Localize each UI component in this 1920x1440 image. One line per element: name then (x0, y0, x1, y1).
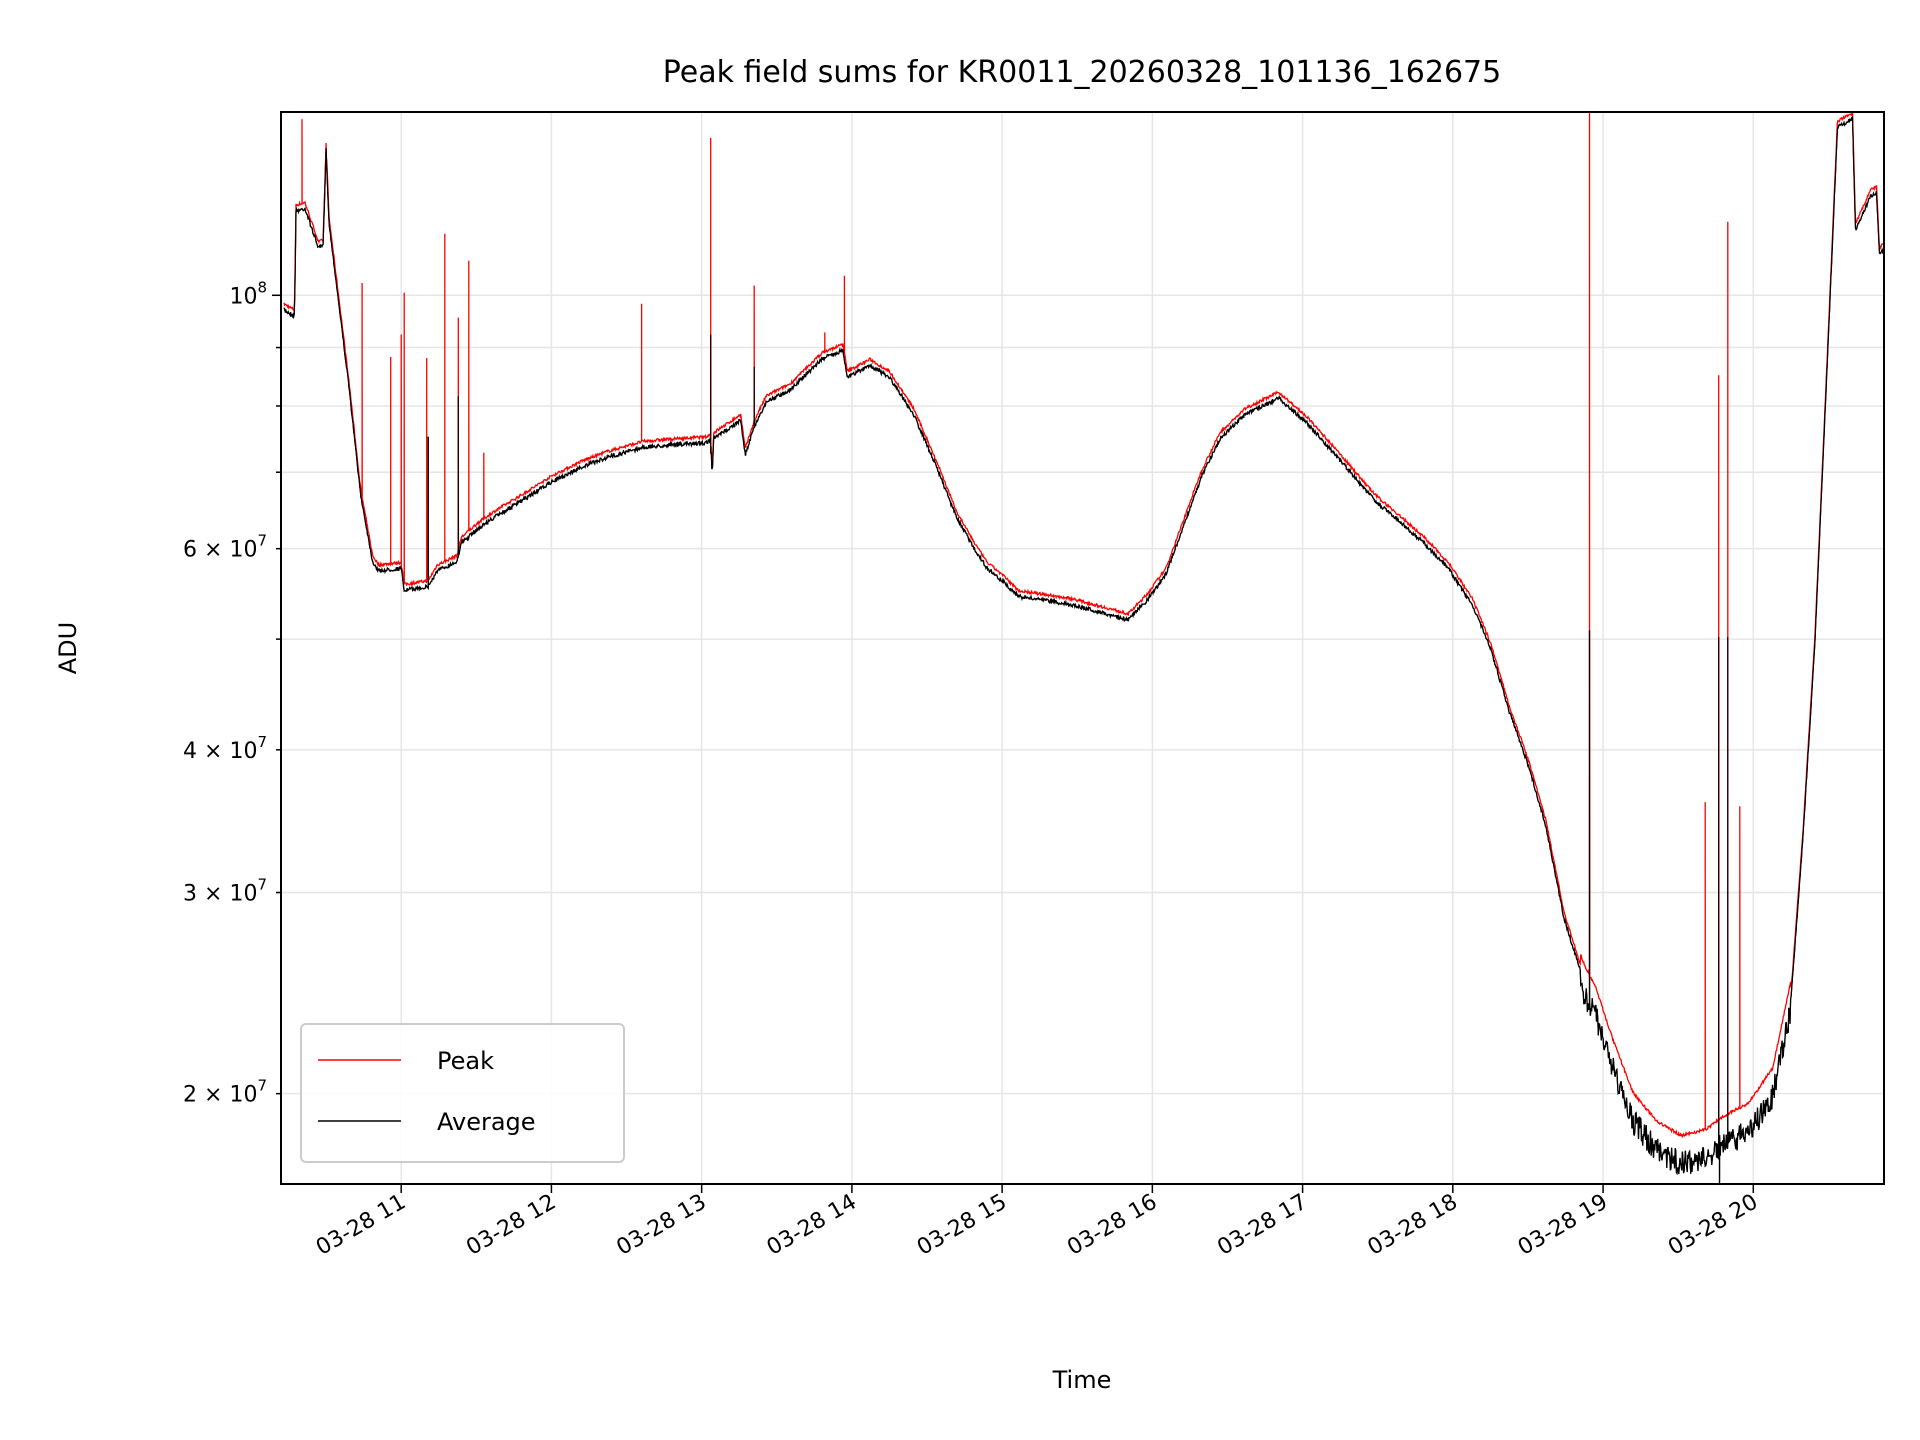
y-tick-exponent: 7 (257, 532, 267, 550)
legend: Peak Average (300, 1023, 625, 1163)
y-tick-times: × 10 (197, 882, 257, 907)
peak-series-line (283, 112, 1884, 1139)
y-tick-label: 108 (229, 278, 267, 309)
y-tick-exponent: 7 (257, 1077, 267, 1095)
legend-average-label: Average (437, 1108, 536, 1136)
y-tick-label: 2 × 107 (183, 1077, 267, 1108)
y-tick-label: 3 × 107 (183, 876, 267, 907)
grid (281, 112, 1884, 1184)
y-tick-mantissa: 4 (183, 739, 197, 764)
x-axis-label: Time (1052, 1366, 1112, 1394)
y-tick-times: × 10 (197, 739, 257, 764)
legend-box (300, 1023, 625, 1163)
y-tick-mantissa: 3 (183, 882, 197, 907)
y-tick-label: 6 × 107 (183, 532, 267, 563)
y-tick-mantissa: 6 (183, 538, 197, 563)
y-tick-mantissa: 2 (183, 1083, 197, 1108)
y-tick-exponent: 8 (257, 278, 267, 296)
chart-title: Peak field sums for KR0011_20260328_1011… (663, 55, 1501, 90)
y-tick-exponent: 7 (257, 733, 267, 751)
y-tick-mantissa: 10 (229, 284, 257, 309)
y-axis-label: ADU (54, 622, 82, 674)
y-tick-times: × 10 (197, 538, 257, 563)
y-tick-label: 4 × 107 (183, 733, 267, 764)
y-tick-exponent: 7 (257, 876, 267, 894)
average-series-line-overlay (283, 115, 1884, 1184)
legend-peak-label: Peak (437, 1047, 494, 1075)
plot-frame (280, 111, 1885, 1185)
y-tick-times: × 10 (197, 1083, 257, 1108)
